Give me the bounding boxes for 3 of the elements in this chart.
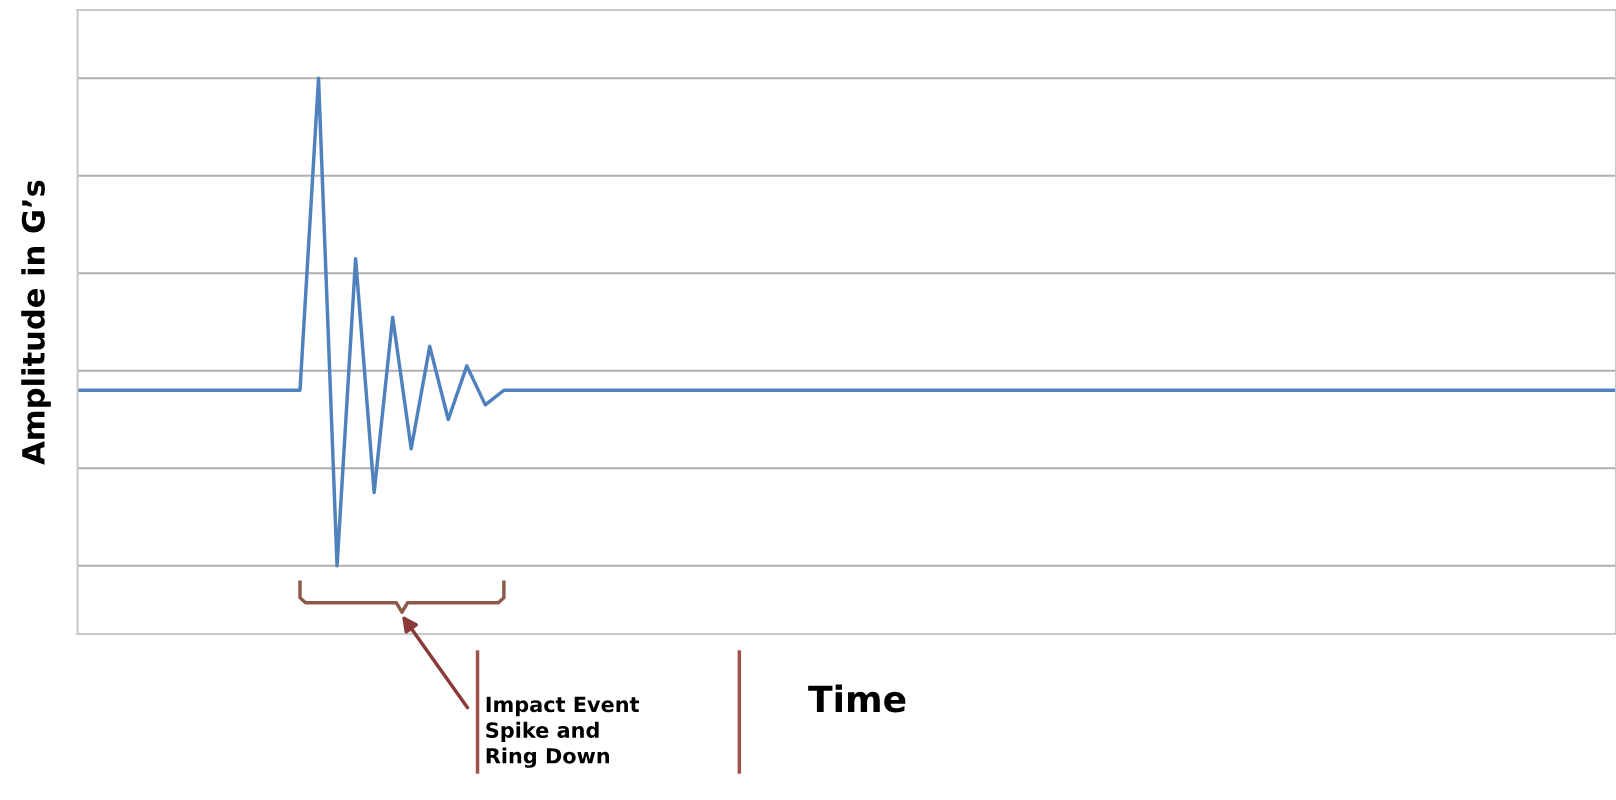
text: Impact Event Spike and Ring Down: [486, 696, 640, 768]
x-axis-title: Time: [808, 684, 906, 713]
y-axis-title: Amplitude in G’s: [21, 180, 51, 465]
